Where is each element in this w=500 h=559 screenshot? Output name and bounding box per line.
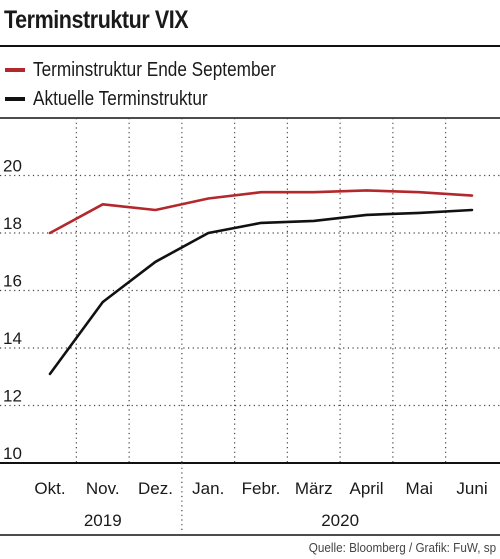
legend-item-aktuelle: Aktuelle Terminstruktur: [5, 86, 236, 112]
legend-swatch-aktuelle: [5, 97, 25, 101]
x-tick-label: Okt.: [34, 479, 65, 498]
legend-item-ende-september: Terminstruktur Ende September: [5, 57, 315, 83]
series-line-1: [48, 208, 474, 376]
title-rule: [0, 45, 500, 47]
y-tick-label-20: 20: [3, 157, 22, 176]
x-tick-label: Mai: [406, 479, 433, 498]
legend-swatch-ende-september: [5, 68, 25, 72]
series-line-0: [48, 189, 474, 235]
x-tick-label: April: [349, 479, 383, 498]
legend-label-aktuelle: Aktuelle Terminstruktur: [33, 87, 208, 110]
source-note: Quelle: Bloomberg / Grafik: FuW, sp: [308, 540, 496, 555]
x-tick-label: Febr.: [242, 479, 281, 498]
year-label-2020: 2020: [321, 511, 359, 530]
y-tick-label-14: 14: [3, 329, 22, 348]
y-tick-label-16: 16: [3, 272, 22, 291]
y-tick-label-12: 12: [3, 387, 22, 406]
x-tick-label: März: [295, 479, 333, 498]
year-label-2019: 2019: [84, 511, 122, 530]
x-tick-label: Jan.: [192, 479, 224, 498]
y-tick-label-10: 10: [3, 444, 22, 463]
x-tick-label: Nov.: [86, 479, 120, 498]
chart-title: Terminstruktur VIX: [4, 6, 189, 34]
x-tick-label: Dez.: [138, 479, 173, 498]
legend-label-ende-september: Terminstruktur Ende September: [33, 58, 276, 81]
y-tick-label-18: 18: [3, 214, 22, 233]
x-tick-label: Juni: [456, 479, 487, 498]
